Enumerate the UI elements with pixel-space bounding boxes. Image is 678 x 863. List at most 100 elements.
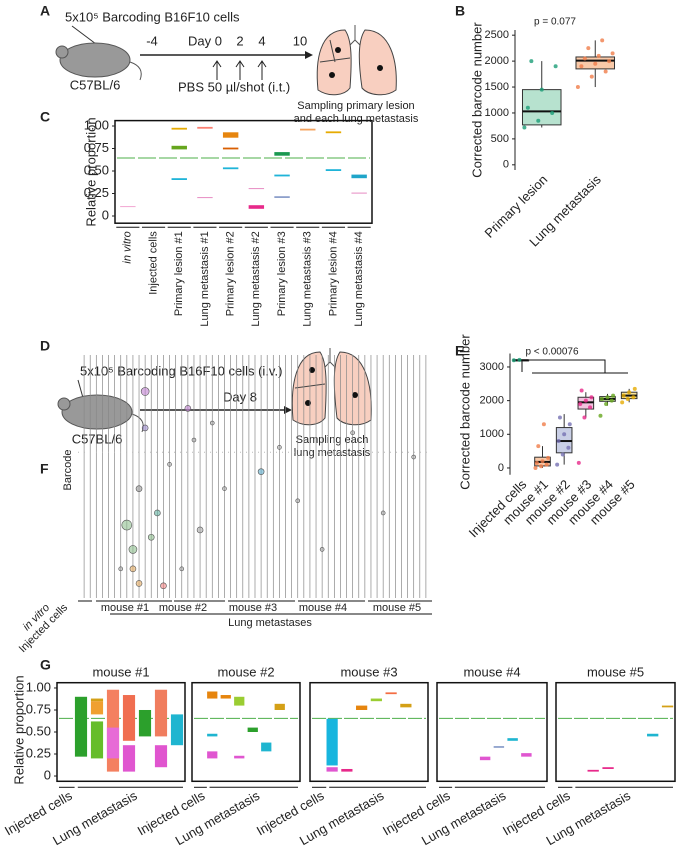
facet-title: mouse #1 — [92, 664, 149, 679]
x-tick-label: Lung metastasis #4 — [353, 231, 365, 326]
segment — [154, 689, 168, 737]
barcode-dot — [184, 405, 192, 412]
group-label: mouse #2 — [159, 602, 207, 614]
point — [550, 110, 555, 115]
segment — [261, 742, 272, 752]
mouse-ear — [57, 397, 71, 411]
point — [632, 386, 637, 391]
point — [536, 118, 541, 123]
segment — [90, 698, 104, 702]
y-tick-label: 0.50 — [84, 162, 109, 177]
frame — [436, 681, 548, 783]
y-tick-label: 0 — [102, 207, 109, 222]
point — [598, 413, 603, 418]
point — [579, 64, 584, 69]
frame — [555, 681, 676, 783]
segment — [274, 196, 290, 198]
point — [539, 464, 544, 469]
mouse — [61, 394, 133, 430]
segment — [400, 703, 412, 708]
segment — [138, 709, 152, 737]
barcode-dot — [128, 545, 138, 554]
panel-label: D — [40, 338, 50, 354]
barcode-dot — [167, 462, 172, 467]
x-tick-label: Primary lesion #4 — [327, 231, 339, 316]
sampling-text: and each lung metastasis — [294, 113, 419, 125]
group-label: mouse #5 — [373, 602, 421, 614]
barcode-dot — [277, 445, 282, 450]
point — [567, 422, 572, 427]
barcode-dot — [129, 565, 137, 573]
point — [582, 56, 587, 61]
segment — [300, 128, 316, 131]
segment — [122, 745, 136, 772]
facet-title: mouse #3 — [340, 664, 397, 679]
y-axis-label: Relative proportion — [11, 675, 26, 784]
segment — [207, 733, 218, 737]
barcode-dot — [411, 454, 416, 460]
annotation: p < 0.00076 — [525, 347, 579, 358]
barcode-dot — [154, 509, 161, 517]
arrow-head — [284, 406, 292, 414]
point — [620, 400, 625, 405]
segment — [274, 174, 290, 177]
sampling-text: Sampling each — [296, 434, 369, 446]
segment — [274, 152, 290, 156]
barcode-dot — [191, 437, 197, 443]
segment — [197, 126, 213, 129]
point — [610, 51, 615, 56]
point — [607, 59, 612, 64]
cells-text: 5x10⁵ Barcoding B16F10 cells (i.v.) — [80, 363, 282, 378]
segment — [351, 192, 367, 194]
facet-title: mouse #2 — [217, 664, 274, 679]
x-tick-label: Injected cells — [147, 231, 159, 295]
point — [539, 87, 544, 92]
point — [525, 105, 530, 110]
point — [541, 422, 546, 427]
y-tick-label: 2500 — [485, 29, 509, 41]
barcode-dot — [257, 468, 265, 475]
x-tick-label: in vitro — [122, 231, 134, 263]
barcode-dot — [121, 519, 133, 531]
lesion — [329, 72, 335, 78]
facet-title: mouse #5 — [587, 664, 644, 679]
barcode-dot — [222, 486, 227, 491]
barcode-dot — [135, 580, 143, 587]
timeline-label: 4 — [258, 33, 265, 48]
point — [575, 85, 580, 90]
segment — [154, 745, 168, 768]
point — [557, 415, 562, 420]
point — [511, 358, 516, 363]
y-axis-label: Corrected barcode number — [469, 22, 484, 178]
segment — [222, 167, 239, 170]
panel-label: C — [40, 109, 50, 125]
point — [596, 53, 601, 58]
point — [600, 38, 605, 43]
point — [555, 462, 560, 467]
segment — [325, 131, 342, 134]
point — [529, 59, 534, 64]
segment — [90, 701, 104, 715]
segment — [602, 767, 614, 769]
lesion — [305, 400, 311, 406]
lobe-lines — [319, 39, 351, 63]
barcode-dot — [209, 420, 215, 426]
lesion — [377, 65, 383, 71]
barcode-dot — [350, 430, 355, 436]
frame — [56, 681, 186, 783]
barcode-dot — [147, 533, 155, 541]
segment — [120, 206, 136, 208]
barcode-dot — [319, 547, 325, 552]
point — [556, 439, 561, 444]
point — [631, 395, 636, 400]
lung-right — [358, 29, 397, 96]
barcode-dot — [141, 424, 149, 432]
point — [588, 405, 593, 410]
panel-label: B — [455, 3, 465, 19]
segment — [661, 705, 674, 708]
frame — [114, 119, 373, 224]
panel-label: E — [455, 343, 464, 359]
segment — [647, 733, 659, 737]
y-tick-label: 0.75 — [84, 140, 109, 155]
